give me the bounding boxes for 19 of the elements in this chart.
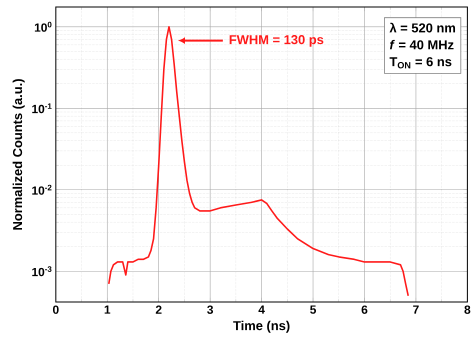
- y-tick-label: 10$^{-3}$: [32, 266, 52, 276]
- x-tick-label: 3: [207, 306, 214, 314]
- x-tick-label: 1: [104, 306, 110, 314]
- x-tick-label: 2: [156, 306, 162, 314]
- annotation: λ = 520 nm: [390, 22, 456, 33]
- y-tick-label: 10$^{-1}$: [32, 103, 52, 114]
- x-axis-title: Time (ns): [233, 320, 290, 333]
- y-axis-title: Normalized Counts (a.u.): [12, 79, 25, 230]
- y-tick-label: 10$^{0}$: [34, 22, 52, 32]
- x-tick-label: 0: [52, 306, 59, 314]
- x-tick-label: 7: [413, 306, 419, 314]
- annotation: T$_{ON}$ = 6 ns: [390, 57, 452, 69]
- x-tick-label: 5: [310, 306, 316, 314]
- annotation: f = 40 MHz: [390, 40, 454, 50]
- annotation: FWHM = 130 ps: [230, 35, 324, 47]
- y-tick-label: 10$^{-2}$: [32, 184, 52, 195]
- x-tick-label: 4: [258, 306, 265, 314]
- x-tick-label: 6: [362, 306, 368, 314]
- x-tick-label: 8: [464, 306, 470, 314]
